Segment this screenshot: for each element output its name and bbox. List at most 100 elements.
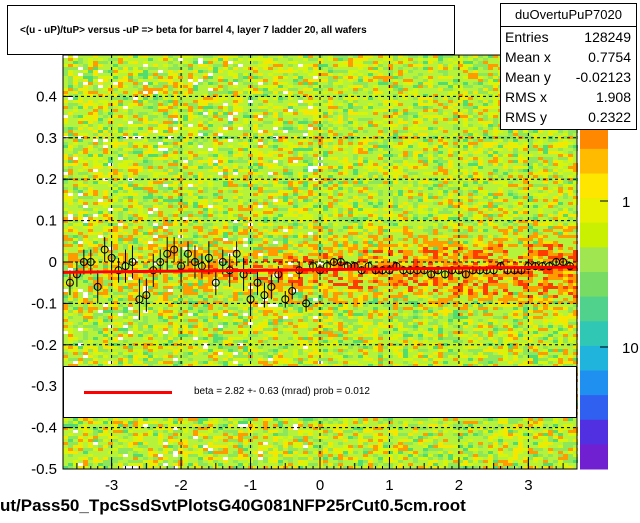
heatmap-cell <box>73 160 78 163</box>
heatmap-cell <box>163 187 168 190</box>
heatmap-cell <box>488 106 493 109</box>
heatmap-cell <box>223 157 228 160</box>
heatmap-cell <box>68 196 73 199</box>
heatmap-cell <box>423 100 428 103</box>
heatmap-cell <box>108 112 113 115</box>
heatmap-cell <box>563 163 568 166</box>
heatmap-cell <box>263 88 268 91</box>
heatmap-cell <box>238 157 243 160</box>
heatmap-cell <box>183 208 188 211</box>
heatmap-cell <box>313 259 318 262</box>
heatmap-cell <box>333 244 338 247</box>
heatmap-cell <box>68 97 73 100</box>
heatmap-cell <box>313 187 318 190</box>
heatmap-cell <box>553 172 558 175</box>
heatmap-cell <box>153 175 158 178</box>
heatmap-cell <box>333 112 338 115</box>
heatmap-cell <box>558 172 563 175</box>
heatmap-cell <box>363 244 368 247</box>
heatmap-cell <box>368 241 373 244</box>
heatmap-cell <box>133 61 138 64</box>
heatmap-cell <box>183 61 188 64</box>
heatmap-cell <box>548 253 553 256</box>
heatmap-cell <box>103 181 108 184</box>
heatmap-cell <box>498 139 503 142</box>
heatmap-cell <box>228 220 233 223</box>
heatmap-cell <box>468 130 473 133</box>
heatmap-cell <box>438 127 443 130</box>
heatmap-cell <box>318 220 323 223</box>
heatmap-cell <box>228 211 233 214</box>
heatmap-cell <box>543 166 548 169</box>
heatmap-cell <box>108 76 113 79</box>
heatmap-cell <box>243 223 248 226</box>
heatmap-cell <box>153 280 158 283</box>
heatmap-cell <box>93 133 98 136</box>
heatmap-cell <box>413 238 418 241</box>
heatmap-cell <box>93 253 98 256</box>
heatmap-cell <box>68 202 73 205</box>
heatmap-cell <box>418 97 423 100</box>
heatmap-cell <box>398 118 403 121</box>
heatmap-cell <box>153 274 158 277</box>
heatmap-cell <box>178 178 183 181</box>
heatmap-cell <box>68 160 73 163</box>
heatmap-cell <box>318 232 323 235</box>
heatmap-cell <box>103 139 108 142</box>
heatmap-cell <box>408 106 413 109</box>
heatmap-cell <box>128 142 133 145</box>
heatmap-cell <box>383 163 388 166</box>
heatmap-cell <box>488 193 493 196</box>
heatmap-cell <box>63 142 68 145</box>
heatmap-cell <box>288 187 293 190</box>
heatmap-cell <box>418 151 423 154</box>
heatmap-cell <box>453 226 458 229</box>
heatmap-cell <box>138 205 143 208</box>
heatmap-cell <box>128 217 133 220</box>
heatmap-cell <box>263 64 268 67</box>
heatmap-cell <box>478 235 483 238</box>
heatmap-cell <box>323 79 328 82</box>
heatmap-cell <box>348 220 353 223</box>
heatmap-cell <box>308 232 313 235</box>
heatmap-cell <box>148 259 153 262</box>
heatmap-cell <box>463 85 468 88</box>
heatmap-cell <box>318 226 323 229</box>
heatmap-cell <box>198 235 203 238</box>
heatmap-cell <box>128 73 133 76</box>
heatmap-cell <box>83 115 88 118</box>
heatmap-cell <box>428 274 433 277</box>
heatmap-cell <box>448 76 453 79</box>
heatmap-cell <box>208 265 213 268</box>
heatmap-cell <box>88 112 93 115</box>
heatmap-cell <box>68 112 73 115</box>
heatmap-cell <box>328 172 333 175</box>
heatmap-cell <box>188 259 193 262</box>
heatmap-cell <box>478 217 483 220</box>
heatmap-cell <box>223 112 228 115</box>
heatmap-cell <box>333 193 338 196</box>
heatmap-cell <box>453 112 458 115</box>
heatmap-cell <box>318 250 323 253</box>
heatmap-cell <box>393 193 398 196</box>
heatmap-cell <box>528 217 533 220</box>
heatmap-cell <box>488 199 493 202</box>
heatmap-cell <box>338 160 343 163</box>
heatmap-cell <box>393 55 398 58</box>
heatmap-cell <box>453 250 458 253</box>
heatmap-cell <box>288 85 293 88</box>
heatmap-cell <box>233 241 238 244</box>
heatmap-cell <box>98 214 103 217</box>
heatmap-cell <box>288 223 293 226</box>
heatmap-cell <box>483 139 488 142</box>
heatmap-cell <box>88 217 93 220</box>
heatmap-cell <box>163 274 168 277</box>
heatmap-cell <box>93 67 98 70</box>
heatmap-cell <box>408 139 413 142</box>
heatmap-cell <box>523 130 528 133</box>
heatmap-cell <box>473 163 478 166</box>
heatmap-cell <box>68 163 73 166</box>
heatmap-cell <box>488 202 493 205</box>
heatmap-cell <box>328 226 333 229</box>
heatmap-cell <box>218 127 223 130</box>
